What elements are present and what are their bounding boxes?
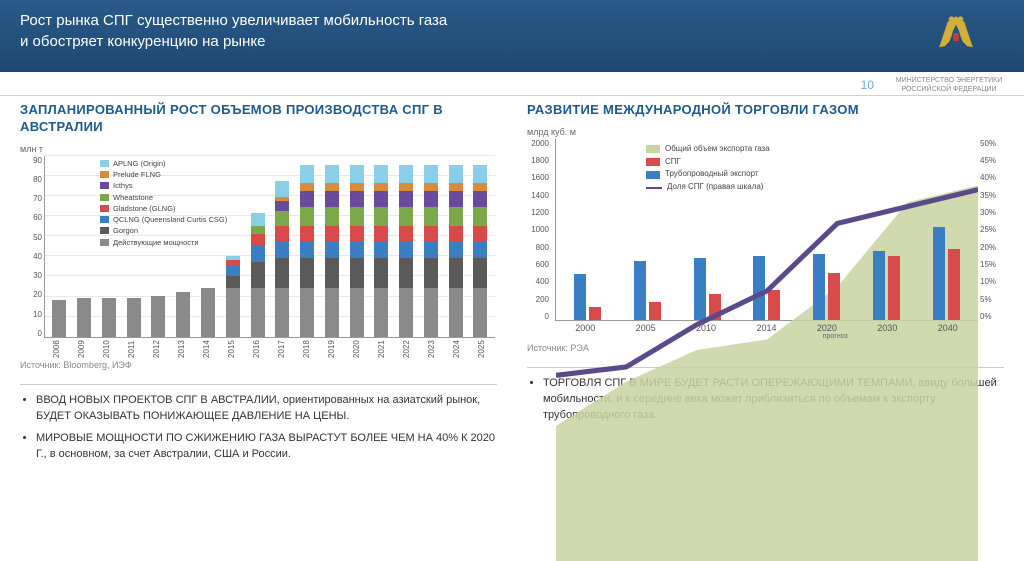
- right-chart: 2000180016001400120010008006004002000 50…: [527, 139, 1004, 339]
- forecast-label: прогноз: [823, 333, 848, 340]
- right-x-axis: 2000200520102014202020302040: [555, 323, 978, 339]
- slide-title: Рост рынка СПГ существенно увеличивает м…: [20, 10, 720, 52]
- bar-2022: [399, 165, 413, 337]
- bar-group-2000: [574, 274, 601, 320]
- bullet-item: ВВОД НОВЫХ ПРОЕКТОВ СПГ В АВСТРАЛИИ, ори…: [36, 393, 497, 425]
- right-column: РАЗВИТИЕ МЕЖДУНАРОДНОЙ ТОРГОВЛИ ГАЗОМ мл…: [527, 102, 1004, 469]
- left-bullets: ВВОД НОВЫХ ПРОЕКТОВ СПГ В АВСТРАЛИИ, ори…: [20, 384, 497, 463]
- left-bars: [45, 156, 495, 337]
- slide-header: Рост рынка СПГ существенно увеличивает м…: [0, 0, 1024, 72]
- bar-group-2040: [933, 227, 960, 320]
- bar-2017: [275, 181, 289, 337]
- left-plot: APLNG (Origin)Prelude FLNGIcthysWheatsto…: [44, 156, 495, 338]
- bar-2015: [226, 256, 240, 337]
- left-y-axis: 9080706050403020100: [20, 156, 42, 338]
- ministry-label: МИНИСТЕРСТВО ЭНЕРГЕТИКИ РОССИЙСКОЙ ФЕДЕР…: [884, 76, 1014, 94]
- right-chart-title: РАЗВИТИЕ МЕЖДУНАРОДНОЙ ТОРГОВЛИ ГАЗОМ: [527, 102, 1004, 119]
- left-chart: 9080706050403020100 APLNG (Origin)Prelud…: [20, 156, 497, 356]
- title-line-2: и обостряет конкуренцию на рынке: [20, 33, 265, 50]
- right-bars: [556, 139, 978, 320]
- left-chart-unit: млн т: [20, 144, 497, 154]
- main-content: ЗАПЛАНИРОВАННЫЙ РОСТ ОБЪЕМОВ ПРОИЗВОДСТВ…: [0, 72, 1024, 479]
- bar-2010: [102, 298, 116, 336]
- bullet-item: МИРОВЫЕ МОЩНОСТИ ПО СЖИЖЕНИЮ ГАЗА ВЫРАСТ…: [36, 431, 497, 463]
- bar-group-2010: [694, 258, 721, 320]
- page-number: 10: [861, 78, 874, 92]
- bar-2021: [374, 165, 388, 337]
- right-chart-unit: млрд куб. м: [527, 127, 1004, 137]
- left-source: Источник: Bloomberg, ИЭФ: [20, 360, 497, 370]
- bar-2023: [424, 165, 438, 337]
- title-line-1: Рост рынка СПГ существенно увеличивает м…: [20, 12, 447, 29]
- bar-2018: [300, 165, 314, 337]
- bar-2009: [77, 298, 91, 336]
- bar-2020: [350, 165, 364, 337]
- bar-2014: [201, 288, 215, 337]
- bar-2019: [325, 165, 339, 337]
- bar-2011: [127, 298, 141, 336]
- bar-group-2030: [873, 251, 900, 320]
- bar-2013: [176, 292, 190, 336]
- right-plot: Общий объем экспорта газаСПГТрубопроводн…: [555, 139, 978, 321]
- bar-2016: [251, 213, 265, 336]
- header-divider: [0, 95, 1024, 96]
- bar-2025: [473, 165, 487, 337]
- left-chart-title: ЗАПЛАНИРОВАННЫЙ РОСТ ОБЪЕМОВ ПРОИЗВОДСТВ…: [20, 102, 497, 136]
- bar-2024: [449, 165, 463, 337]
- right-y-axis-left: 2000180016001400120010008006004002000: [527, 139, 549, 321]
- bar-2012: [151, 296, 165, 336]
- russian-eagle-icon: [928, 8, 984, 64]
- bar-2008: [52, 300, 66, 336]
- left-x-axis: 2008200920102011201220132014201520162017…: [44, 340, 495, 356]
- bar-group-2005: [634, 261, 661, 320]
- right-y-axis-right: 50%45%40%35%30%25%20%15%10%5%0%: [980, 139, 1004, 321]
- bar-group-2014: [753, 256, 780, 320]
- left-column: ЗАПЛАНИРОВАННЫЙ РОСТ ОБЪЕМОВ ПРОИЗВОДСТВ…: [20, 102, 497, 469]
- bar-group-2020: [813, 254, 840, 320]
